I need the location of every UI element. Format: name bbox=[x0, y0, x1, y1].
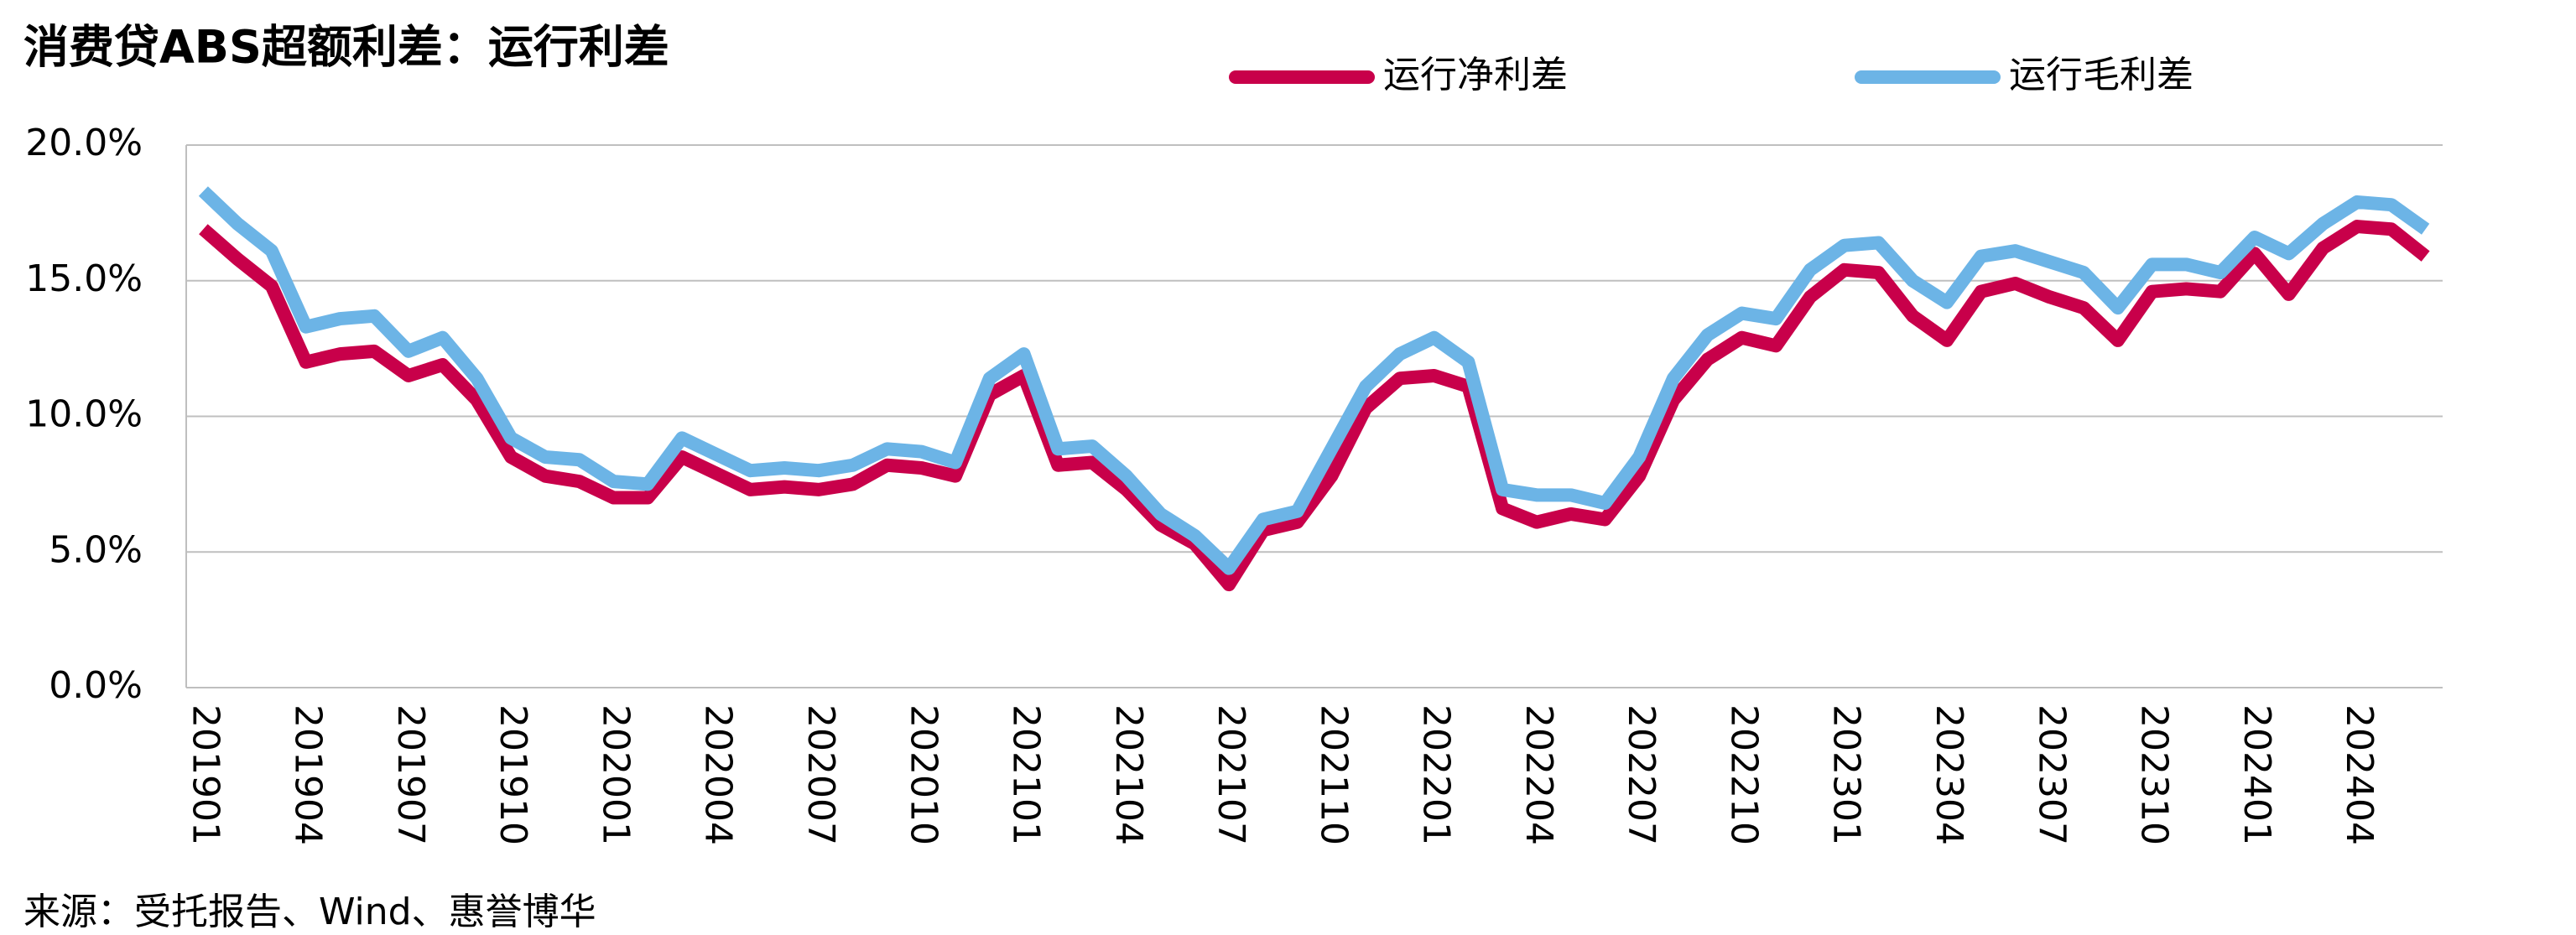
x-tick-label: 202207 bbox=[1620, 704, 1663, 845]
data-line bbox=[198, 186, 2430, 575]
x-tick-label: 202310 bbox=[2133, 704, 2176, 845]
x-tick-label: 202304 bbox=[1928, 704, 1970, 845]
x-tick-label: 202307 bbox=[2030, 704, 2073, 845]
x-tick-label: 202301 bbox=[1825, 704, 1868, 845]
data-line bbox=[199, 220, 2430, 592]
x-tick-label: 201907 bbox=[389, 704, 432, 845]
y-tick-label: 0.0% bbox=[49, 664, 143, 707]
x-tick-label: 201904 bbox=[287, 704, 330, 845]
y-tick-label: 15.0% bbox=[25, 257, 143, 300]
y-tick-label: 5.0% bbox=[49, 528, 143, 571]
x-tick-label: 202110 bbox=[1312, 704, 1355, 845]
x-tick-label: 202210 bbox=[1722, 704, 1765, 845]
x-tick-label: 202010 bbox=[902, 704, 945, 845]
source-note: 来源：受托报告、Wind、惠誉博华 bbox=[23, 891, 596, 933]
y-tick-label: 10.0% bbox=[25, 393, 143, 436]
x-tick-label: 202004 bbox=[697, 704, 740, 845]
x-tick-label: 202104 bbox=[1107, 704, 1150, 845]
x-tick-label: 201910 bbox=[492, 704, 534, 845]
x-tick-label: 202107 bbox=[1210, 704, 1252, 845]
x-tick-label: 202007 bbox=[799, 704, 842, 845]
x-tick-label: 202101 bbox=[1005, 704, 1048, 845]
x-tick-label: 202201 bbox=[1415, 704, 1458, 845]
x-tick-label: 202001 bbox=[594, 704, 637, 845]
legend-label: 运行净利差 bbox=[1383, 54, 1568, 96]
x-tick-label: 201901 bbox=[184, 704, 226, 845]
x-tick-label: 202404 bbox=[2338, 704, 2381, 845]
x-tick-label: 202204 bbox=[1517, 704, 1560, 845]
legend-label: 运行毛利差 bbox=[2009, 54, 2194, 96]
x-tick-label: 202401 bbox=[2235, 704, 2278, 845]
chart-title: 消费贷ABS超额利差：运行利差 bbox=[23, 21, 669, 74]
y-tick-label: 20.0% bbox=[25, 122, 143, 164]
